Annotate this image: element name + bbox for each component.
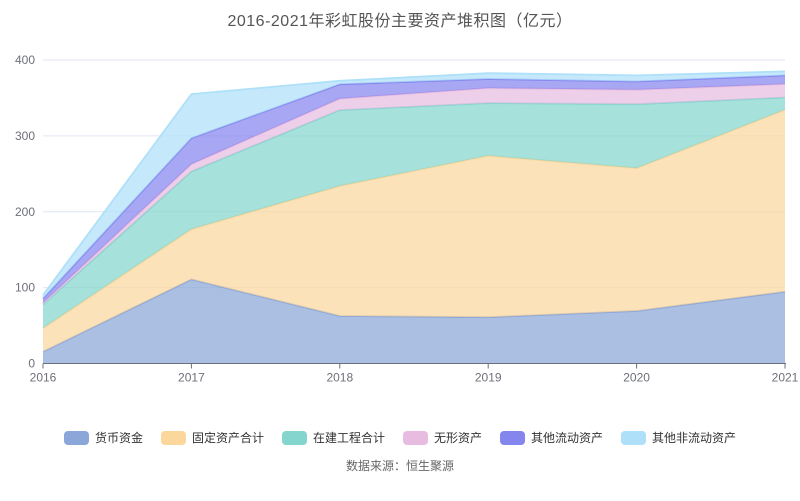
legend-item-other-current-assets[interactable]: 其他流动资产: [500, 429, 603, 446]
legend-label: 货币资金: [94, 431, 143, 445]
x-axis-tick-label: 2021: [772, 371, 799, 385]
area-band-series-4: [43, 75, 785, 304]
legend-swatch-icon: [281, 430, 307, 445]
legend-label: 其他非流动资产: [652, 431, 737, 445]
area-band-series-1: [43, 109, 785, 352]
legend-item-fixed-assets[interactable]: 固定资产合计: [160, 429, 264, 446]
y-axis-tick-label: 300: [15, 129, 35, 143]
y-axis-tick-label: 0: [28, 357, 35, 371]
legend-label: 无形资产: [434, 431, 483, 445]
y-axis-tick-label: 400: [15, 53, 35, 67]
legend-swatch-icon: [63, 430, 89, 445]
area-band-series-2: [43, 97, 785, 329]
legend-item-construction-in-progress[interactable]: 在建工程合计: [281, 429, 385, 446]
x-axis-tick-label: 2016: [30, 371, 57, 385]
x-axis-tick-label: 2019: [475, 371, 502, 385]
x-axis-tick-label: 2017: [178, 371, 205, 385]
area-topline-series-5: [42, 70, 786, 296]
legend: 货币资金 固定资产合计 在建工程合计 无形资产 其他流动资产 其他非流动资产: [0, 429, 800, 446]
data-source-note: 数据来源：恒生聚源: [345, 459, 454, 473]
x-axis-tick-label: 2018: [326, 371, 353, 385]
legend-label: 固定资产合计: [191, 431, 264, 445]
legend-swatch-icon: [500, 430, 526, 445]
y-axis-tick-label: 200: [15, 205, 35, 219]
legend-label: 其他流动资产: [531, 431, 604, 445]
legend-swatch-icon: [403, 430, 428, 445]
area-band-series-0: [43, 279, 785, 364]
legend-swatch-icon: [621, 430, 647, 445]
legend-item-monetary-funds[interactable]: 货币资金: [63, 429, 143, 446]
legend-item-intangible-assets[interactable]: 无形资产: [403, 429, 482, 446]
plot-area: 0 100 200 300 400 2016 2017 2018 2019 2020 2021: [15, 53, 799, 385]
chart-title: 2016-2021年彩虹股份主要资产堆积图（亿元）: [227, 13, 573, 30]
x-axis-tick-label: 2020: [623, 371, 650, 385]
legend-label: 在建工程合计: [312, 431, 385, 445]
legend-item-other-noncurrent-assets[interactable]: 其他非流动资产: [621, 429, 736, 446]
legend-swatch-icon: [160, 430, 186, 445]
y-axis-tick-label: 100: [15, 281, 35, 295]
